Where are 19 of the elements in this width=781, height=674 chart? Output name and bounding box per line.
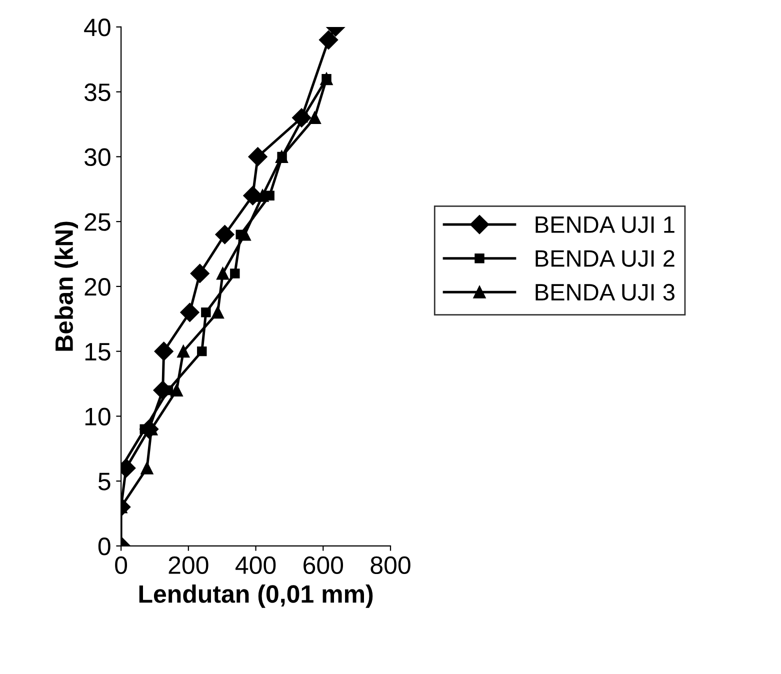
x-tick-label: 0: [115, 556, 128, 574]
y-tick-label: 15: [85, 343, 110, 361]
y-tick-label: 25: [84, 213, 110, 231]
x-axis-title: Lendutan (0,01 mm): [139, 584, 373, 608]
y-axis-title: Beban (kN): [54, 222, 78, 351]
x-tick-label: 400: [236, 556, 276, 574]
y-tick-label: 30: [84, 148, 110, 166]
legend-label: BENDA UJI 3: [536, 284, 674, 301]
y-tick-label: 10: [85, 408, 110, 426]
x-tick-label: 800: [370, 556, 410, 574]
y-tick-label: 35: [84, 83, 110, 102]
x-tick-label: 200: [168, 556, 208, 574]
y-tick-label: 5: [98, 472, 110, 490]
legend-label: BENDA UJI 1: [536, 216, 674, 234]
y-tick-label: 0: [98, 538, 110, 556]
legend-label: BENDA UJI 2: [536, 250, 674, 267]
y-tick-label: 20: [84, 278, 110, 296]
y-tick-label: 40: [84, 18, 110, 36]
x-tick-label: 600: [304, 556, 344, 574]
